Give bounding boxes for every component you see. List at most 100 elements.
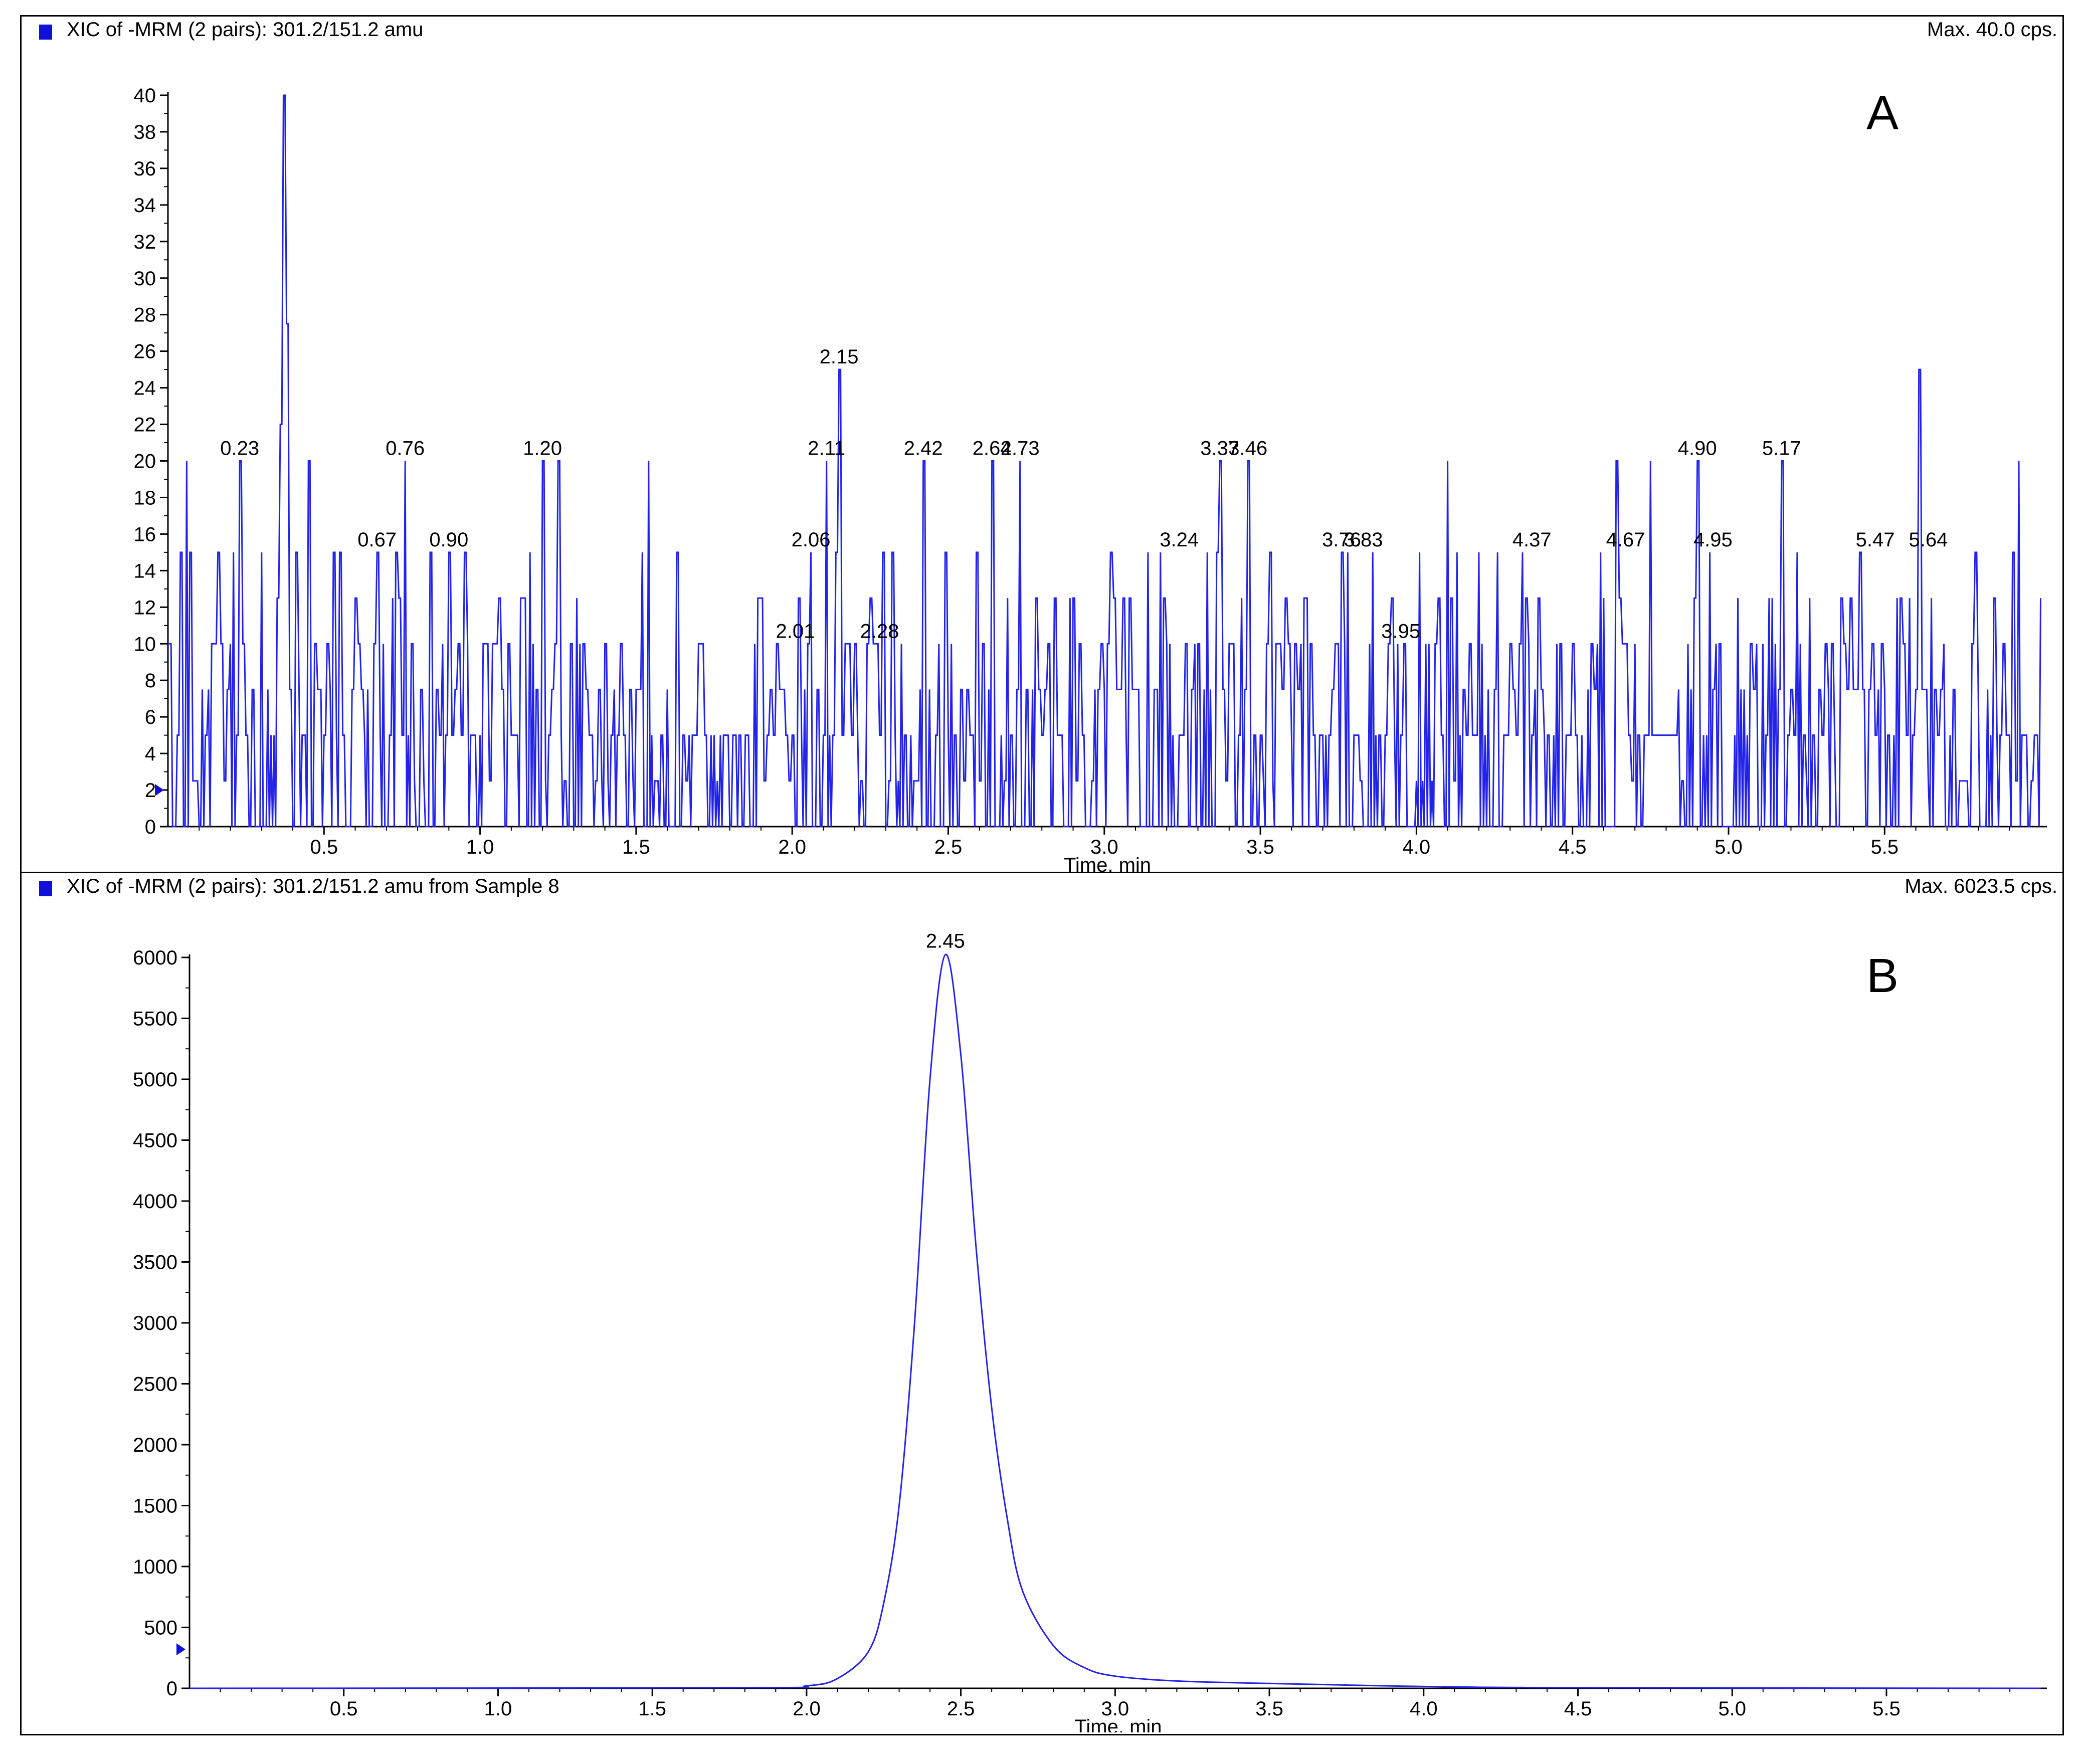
panel-a-y-tick-label: 24 (134, 377, 156, 400)
panel-a-y-tick-label: 38 (134, 121, 156, 143)
panel-a-peak-label: 5.17 (1762, 438, 1801, 460)
panel-a-peak-label: 0.67 (357, 529, 397, 551)
panel-a-y-tick-label: 8 (145, 670, 156, 692)
panel-a-peak-label: 3.37 (1200, 438, 1239, 460)
panel-a-peak-label: 4.95 (1693, 529, 1733, 551)
panel-a-y-tick-label: 16 (134, 523, 156, 545)
panel-b-y-tick-label: 2000 (133, 1434, 177, 1456)
panel-a-peak-label: 0.76 (386, 438, 425, 460)
panel-b-letter: B (1866, 949, 1899, 1003)
panel-b-y-tick-label: 1000 (133, 1556, 177, 1578)
panel-a-peak-label: 2.28 (860, 620, 899, 642)
panel-b-y-tick-label: 5000 (133, 1069, 177, 1091)
panel-b-y-tick-label: 3500 (133, 1252, 177, 1274)
panel-a-y-tick-label: 18 (134, 487, 156, 509)
panel-b-x-tick-label: 1.0 (484, 1698, 512, 1720)
panel-a-y-tick-label: 26 (134, 341, 156, 363)
panel-a-y-tick-label: 2 (145, 779, 156, 802)
panel-a-peak-label: 4.37 (1512, 529, 1552, 551)
panel-b-x-tick-label: 3.5 (1255, 1698, 1283, 1720)
panel-b-y-tick-label: 3000 (133, 1312, 177, 1334)
panel-b-y-tick-label: 6000 (133, 947, 177, 969)
panel-a-x-tick-label: 4.0 (1403, 836, 1431, 858)
panel-a-peak-label: 3.46 (1228, 438, 1267, 460)
panel-a-peak-label: 0.90 (429, 529, 468, 551)
panel-a-y-tick-label: 0 (145, 816, 156, 838)
panel-a-peak-label: 2.15 (820, 346, 859, 368)
panel-b-y-tick-label: 500 (144, 1617, 177, 1639)
panel-a-peak-label: 2.11 (808, 438, 845, 460)
panel-a-peak-label: 2.64 (973, 438, 1012, 460)
panel-a-y-tick-label: 10 (134, 633, 156, 655)
panel-b-x-tick-label: 5.0 (1718, 1698, 1746, 1720)
panel-a-letter: A (1866, 86, 1899, 140)
panel-a-peak-label: 2.01 (776, 620, 815, 642)
panel-a-y-tick-label: 36 (134, 158, 156, 180)
panel-a-y-tick-label: 6 (145, 706, 156, 728)
trace-color-square-icon (39, 881, 52, 896)
panel-b-x-axis-label: Time, min (1074, 1716, 1162, 1732)
panel-a-x-tick-label: 4.5 (1559, 836, 1587, 858)
panel-a-x-axis-label: Time, min (1064, 854, 1151, 872)
panel-b-x-tick-label: 4.5 (1564, 1698, 1592, 1720)
panel-a-x-tick-label: 2.5 (934, 836, 963, 858)
panel-a-trace-line (168, 94, 2041, 828)
panel-b-y-tick-label: 1500 (133, 1495, 177, 1517)
panel-a-x-tick-label: 3.5 (1246, 836, 1274, 858)
panel-a-x-tick-label: 5.0 (1715, 836, 1743, 858)
panel-b-y-tick-label: 4500 (133, 1130, 177, 1152)
panel-a-y-tick-label: 22 (134, 414, 156, 436)
panel-a-peak-label: 4.90 (1678, 438, 1717, 460)
panel-a-y-tick-label: 12 (134, 597, 156, 619)
panel-a-peak-label: 3.83 (1344, 529, 1383, 551)
panel-a-y-tick-label: 32 (134, 231, 156, 253)
panel-b-x-tick-label: 4.0 (1410, 1698, 1438, 1720)
panel-a-header: XIC of -MRM (2 pairs): 301.2/151.2 amu M… (22, 17, 2062, 47)
panel-b-x-tick-label: 5.5 (1872, 1698, 1901, 1720)
panel-a-peak-label: 2.42 (904, 438, 943, 460)
panel-b-y-tick-label: 4000 (133, 1191, 177, 1213)
panel-b-y-tick-label: 0 (166, 1678, 177, 1700)
panel-a-x-tick-label: 2.0 (778, 836, 806, 858)
panel-b-baseline-marker-icon (176, 1643, 185, 1656)
panel-a-x-tick-label: 3.0 (1090, 836, 1118, 858)
panel-a-title: XIC of -MRM (2 pairs): 301.2/151.2 amu (67, 19, 424, 41)
panel-a-y-tick-label: 40 (134, 85, 156, 107)
panel-a-x-tick-label: 5.5 (1870, 836, 1899, 858)
panel-a-plot: A 02468101214161820222426283032343638400… (134, 85, 2047, 872)
panel-a-max-label: Max. 40.0 cps. (1927, 19, 2057, 41)
panel-a-peak-label: 2.06 (792, 529, 831, 551)
panel-a-peak-label: 0.23 (220, 438, 259, 460)
panel-b-trace-line (189, 953, 2041, 1689)
panel-b-header: XIC of -MRM (2 pairs): 301.2/151.2 amu f… (22, 873, 2062, 903)
panel-a-y-tick-label: 28 (134, 304, 156, 326)
panel-a-x-tick-label: 1.0 (466, 836, 494, 858)
panel-b-max-label: Max. 6023.5 cps. (1905, 875, 2057, 897)
panel-a-y-tick-label: 4 (145, 743, 156, 765)
panel-a-peak-label: 5.47 (1856, 529, 1895, 551)
panel-b: XIC of -MRM (2 pairs): 301.2/151.2 amu f… (20, 873, 2064, 1735)
panel-b-x-tick-label: 1.5 (638, 1698, 666, 1720)
panel-a-peak-label: 5.64 (1909, 529, 1948, 551)
panel-a-y-tick-label: 20 (134, 451, 156, 473)
panel-a-y-tick-label: 30 (134, 268, 156, 290)
panel-a: XIC of -MRM (2 pairs): 301.2/151.2 amu M… (20, 15, 2064, 873)
panel-a-peak-label: 3.95 (1381, 620, 1420, 642)
panel-a-peak-label: 3.24 (1160, 529, 1199, 551)
panel-a-peak-label: 2.73 (1001, 438, 1040, 460)
panel-a-x-tick-label: 1.5 (622, 836, 650, 858)
panel-b-peak-label: 2.45 (926, 930, 965, 952)
panel-b-title: XIC of -MRM (2 pairs): 301.2/151.2 amu f… (67, 875, 559, 897)
panel-a-peak-label: 4.67 (1606, 529, 1645, 551)
panel-a-peak-label: 1.20 (523, 438, 562, 460)
panel-a-baseline-marker-icon (155, 784, 164, 797)
trace-color-square-icon (39, 25, 52, 40)
panel-b-x-tick-label: 0.5 (330, 1698, 358, 1720)
panel-b-x-tick-label: 2.0 (793, 1698, 821, 1720)
panel-a-x-tick-label: 0.5 (310, 836, 338, 858)
panel-b-x-tick-label: 2.5 (947, 1698, 975, 1720)
panel-b-plot: B 0 500 1000 1500 2000 2500 3000 3500 4000 4500 50… (133, 930, 2047, 1732)
panel-b-y-tick-label: 2500 (133, 1374, 177, 1396)
panel-a-peak-label: 3.76 (1322, 529, 1361, 551)
